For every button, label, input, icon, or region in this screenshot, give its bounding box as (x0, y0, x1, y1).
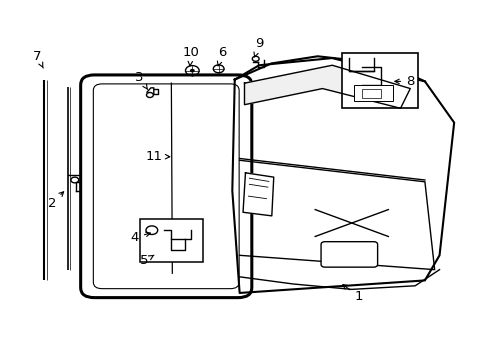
Bar (361, 89, 380, 98)
Text: 1: 1 (342, 285, 363, 303)
Polygon shape (243, 173, 273, 216)
Polygon shape (232, 58, 453, 293)
Text: 10: 10 (182, 46, 199, 66)
Text: 8: 8 (394, 75, 414, 88)
Text: 7: 7 (33, 50, 43, 68)
Text: 5: 5 (140, 254, 154, 267)
Text: 11: 11 (145, 150, 169, 163)
FancyBboxPatch shape (321, 242, 377, 267)
Text: 6: 6 (217, 46, 226, 66)
Text: 4: 4 (130, 231, 150, 244)
Text: 3: 3 (135, 71, 147, 89)
Bar (341, 53, 417, 108)
Polygon shape (244, 65, 409, 108)
Text: 2: 2 (47, 192, 63, 210)
Bar (140, 220, 203, 262)
Circle shape (189, 69, 194, 72)
Text: 9: 9 (253, 37, 263, 57)
FancyBboxPatch shape (81, 75, 251, 298)
Bar (353, 85, 392, 101)
